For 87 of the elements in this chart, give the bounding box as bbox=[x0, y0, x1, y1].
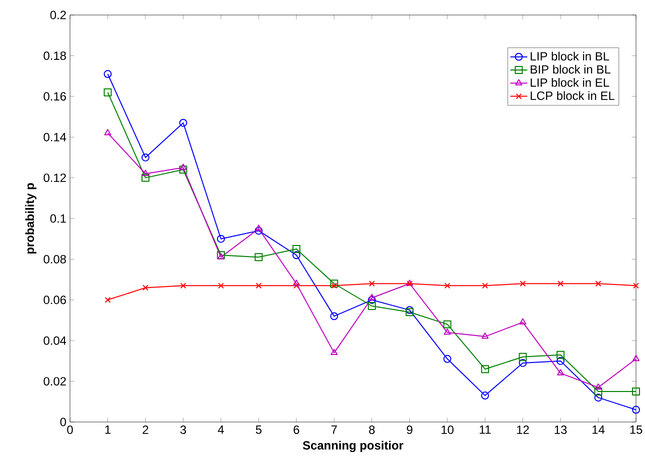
legend-label: BIP block in BL bbox=[530, 64, 610, 74]
point bbox=[594, 383, 602, 390]
x-tick-label: 13 bbox=[554, 426, 567, 434]
x-tick-label: 15 bbox=[630, 426, 642, 434]
point bbox=[179, 118, 188, 127]
point bbox=[254, 226, 263, 235]
point bbox=[292, 245, 300, 254]
legend-label: LIP block in BL bbox=[530, 52, 610, 61]
point bbox=[330, 312, 338, 320]
point bbox=[444, 282, 450, 289]
point bbox=[104, 70, 112, 78]
point bbox=[368, 296, 376, 304]
point bbox=[292, 251, 300, 260]
point bbox=[331, 282, 338, 289]
point bbox=[330, 348, 338, 356]
point bbox=[368, 280, 375, 287]
point bbox=[556, 356, 565, 365]
point bbox=[632, 406, 640, 414]
point bbox=[292, 280, 300, 286]
x-tick-label: 1 bbox=[105, 426, 110, 434]
x-tick-label: 5 bbox=[256, 426, 262, 434]
point bbox=[482, 282, 488, 289]
point bbox=[518, 352, 527, 361]
point bbox=[632, 354, 640, 362]
x-tick-label: 6 bbox=[294, 426, 300, 434]
y-tick-label: 0.08 bbox=[44, 254, 66, 264]
point bbox=[104, 296, 111, 303]
y-tick-label: 0.12 bbox=[44, 174, 66, 182]
x-tick-label: 3 bbox=[180, 426, 186, 434]
y-tick-label: 0.2 bbox=[50, 10, 66, 20]
point bbox=[216, 234, 225, 243]
y-tick-label: 0.18 bbox=[44, 51, 66, 60]
point bbox=[632, 387, 640, 396]
point bbox=[104, 88, 112, 96]
point bbox=[104, 129, 112, 136]
point bbox=[368, 302, 376, 310]
y-tick-label: 0.02 bbox=[44, 377, 66, 386]
point bbox=[482, 332, 489, 339]
x-tick-label: 2 bbox=[142, 426, 148, 434]
point bbox=[142, 284, 148, 291]
point bbox=[368, 294, 376, 300]
y-tick-label: 0.04 bbox=[44, 336, 66, 345]
point bbox=[180, 282, 186, 289]
x-tick-label: 7 bbox=[331, 426, 337, 434]
point bbox=[255, 224, 262, 231]
point bbox=[519, 318, 526, 325]
point bbox=[141, 174, 150, 182]
x-tick-label: 12 bbox=[517, 426, 529, 434]
y-tick-label: 0.06 bbox=[44, 296, 66, 304]
point bbox=[142, 170, 149, 176]
point bbox=[520, 280, 526, 287]
point bbox=[254, 253, 263, 262]
point bbox=[443, 320, 452, 328]
y-axis-title: probability p bbox=[25, 183, 36, 254]
point bbox=[556, 350, 565, 359]
x-axis-title: Scanning positior bbox=[302, 440, 404, 452]
point bbox=[481, 392, 490, 400]
point bbox=[256, 282, 262, 289]
point bbox=[595, 280, 602, 287]
legend-label: LCP block in EL bbox=[530, 91, 614, 100]
x-tick-label: 11 bbox=[480, 426, 491, 434]
point bbox=[633, 282, 639, 289]
point bbox=[481, 365, 490, 374]
point bbox=[518, 359, 527, 367]
point bbox=[179, 166, 188, 174]
point bbox=[444, 328, 451, 335]
point bbox=[557, 369, 564, 376]
point bbox=[141, 153, 150, 162]
point bbox=[594, 387, 602, 396]
x-tick-label: 4 bbox=[218, 426, 224, 434]
point bbox=[218, 282, 224, 289]
point bbox=[293, 282, 300, 289]
y-tick-label: 0.16 bbox=[44, 92, 66, 101]
point bbox=[594, 394, 602, 402]
legend-label: LIP block in EL bbox=[530, 78, 610, 87]
y-tick-label: 0 bbox=[60, 418, 66, 426]
point bbox=[330, 280, 338, 288]
x-tick-label: 14 bbox=[592, 426, 605, 434]
point bbox=[180, 164, 187, 170]
x-tick-label: 0 bbox=[67, 426, 73, 434]
point bbox=[558, 280, 564, 287]
x-tick-label: 10 bbox=[442, 426, 454, 434]
y-tick-label: 0.14 bbox=[44, 132, 66, 142]
x-tick-label: 8 bbox=[369, 426, 375, 434]
y-tick-label: 0.1 bbox=[50, 214, 66, 223]
point bbox=[443, 354, 452, 363]
x-tick-label: 9 bbox=[406, 426, 412, 434]
